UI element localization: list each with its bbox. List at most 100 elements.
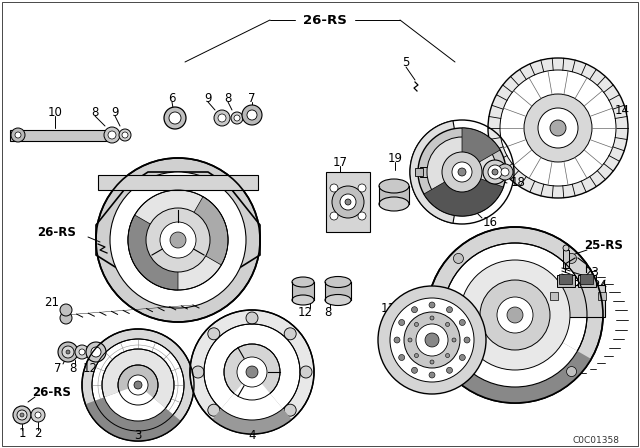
Circle shape xyxy=(566,366,577,377)
Text: 2: 2 xyxy=(35,426,42,439)
Circle shape xyxy=(224,344,280,400)
Circle shape xyxy=(340,194,356,210)
Circle shape xyxy=(146,208,210,272)
Wedge shape xyxy=(427,315,591,403)
Circle shape xyxy=(524,94,592,162)
Wedge shape xyxy=(178,197,228,265)
Circle shape xyxy=(378,286,486,394)
Bar xyxy=(420,167,465,177)
Circle shape xyxy=(247,110,257,120)
Circle shape xyxy=(108,131,116,139)
Circle shape xyxy=(412,367,417,373)
Bar xyxy=(598,292,606,300)
Ellipse shape xyxy=(325,294,351,306)
Circle shape xyxy=(237,357,267,387)
Text: 1: 1 xyxy=(19,426,26,439)
Circle shape xyxy=(447,307,452,313)
Circle shape xyxy=(500,70,616,186)
Circle shape xyxy=(208,404,220,416)
Circle shape xyxy=(447,367,452,373)
Polygon shape xyxy=(96,172,260,275)
Circle shape xyxy=(427,227,603,403)
Text: 14: 14 xyxy=(614,103,630,116)
Bar xyxy=(578,275,596,287)
Circle shape xyxy=(460,354,465,361)
Circle shape xyxy=(390,298,474,382)
Circle shape xyxy=(550,120,566,136)
Text: 12: 12 xyxy=(298,306,312,319)
Circle shape xyxy=(164,107,186,129)
Circle shape xyxy=(563,245,569,251)
Text: 26-RS: 26-RS xyxy=(303,13,347,26)
Circle shape xyxy=(231,112,243,124)
Circle shape xyxy=(501,168,509,176)
Text: C0C01358: C0C01358 xyxy=(573,435,620,444)
Circle shape xyxy=(330,212,338,220)
Circle shape xyxy=(92,339,184,431)
Circle shape xyxy=(190,310,314,434)
Circle shape xyxy=(110,172,246,308)
Text: 26-RS: 26-RS xyxy=(33,385,72,399)
Circle shape xyxy=(192,366,204,378)
Wedge shape xyxy=(443,315,577,387)
Text: 18: 18 xyxy=(511,176,525,189)
Wedge shape xyxy=(424,172,503,216)
Circle shape xyxy=(358,184,366,192)
Circle shape xyxy=(119,129,131,141)
Bar xyxy=(555,285,605,317)
Circle shape xyxy=(442,152,482,192)
Circle shape xyxy=(497,164,513,180)
Circle shape xyxy=(17,410,27,420)
Bar xyxy=(557,275,575,287)
Text: 21: 21 xyxy=(45,296,60,309)
Circle shape xyxy=(332,186,364,218)
Ellipse shape xyxy=(325,276,351,288)
Text: 5: 5 xyxy=(403,56,410,69)
Ellipse shape xyxy=(292,277,314,287)
Circle shape xyxy=(464,337,470,343)
Circle shape xyxy=(453,254,463,263)
Bar xyxy=(580,274,593,284)
Circle shape xyxy=(418,128,506,216)
Bar xyxy=(292,282,314,300)
Bar xyxy=(415,168,423,176)
Text: 12: 12 xyxy=(83,362,97,375)
Circle shape xyxy=(394,337,400,343)
Circle shape xyxy=(408,338,412,342)
Text: 8: 8 xyxy=(224,91,232,104)
Circle shape xyxy=(430,316,434,320)
Circle shape xyxy=(460,260,570,370)
Text: 7: 7 xyxy=(248,91,256,104)
Circle shape xyxy=(79,349,85,355)
Circle shape xyxy=(460,319,465,326)
Circle shape xyxy=(242,105,262,125)
Circle shape xyxy=(412,307,417,313)
Circle shape xyxy=(218,114,226,122)
Circle shape xyxy=(483,160,507,184)
Wedge shape xyxy=(212,372,292,434)
Circle shape xyxy=(358,212,366,220)
Bar xyxy=(550,292,558,300)
Circle shape xyxy=(399,319,404,326)
Circle shape xyxy=(20,413,24,417)
Text: 9: 9 xyxy=(111,105,119,119)
Circle shape xyxy=(58,342,78,362)
Text: 8: 8 xyxy=(324,306,332,319)
Text: 8: 8 xyxy=(69,362,77,375)
Circle shape xyxy=(118,365,158,405)
Circle shape xyxy=(169,112,181,124)
Circle shape xyxy=(246,312,258,324)
Circle shape xyxy=(497,297,533,333)
Circle shape xyxy=(415,353,419,358)
Circle shape xyxy=(452,338,456,342)
Text: 16: 16 xyxy=(483,215,497,228)
Circle shape xyxy=(284,404,296,416)
Ellipse shape xyxy=(379,179,409,193)
Circle shape xyxy=(204,324,300,420)
Circle shape xyxy=(404,312,460,368)
Circle shape xyxy=(480,280,550,350)
Circle shape xyxy=(443,243,587,387)
Text: 24: 24 xyxy=(593,279,607,292)
Circle shape xyxy=(122,132,128,138)
Bar xyxy=(379,186,409,204)
